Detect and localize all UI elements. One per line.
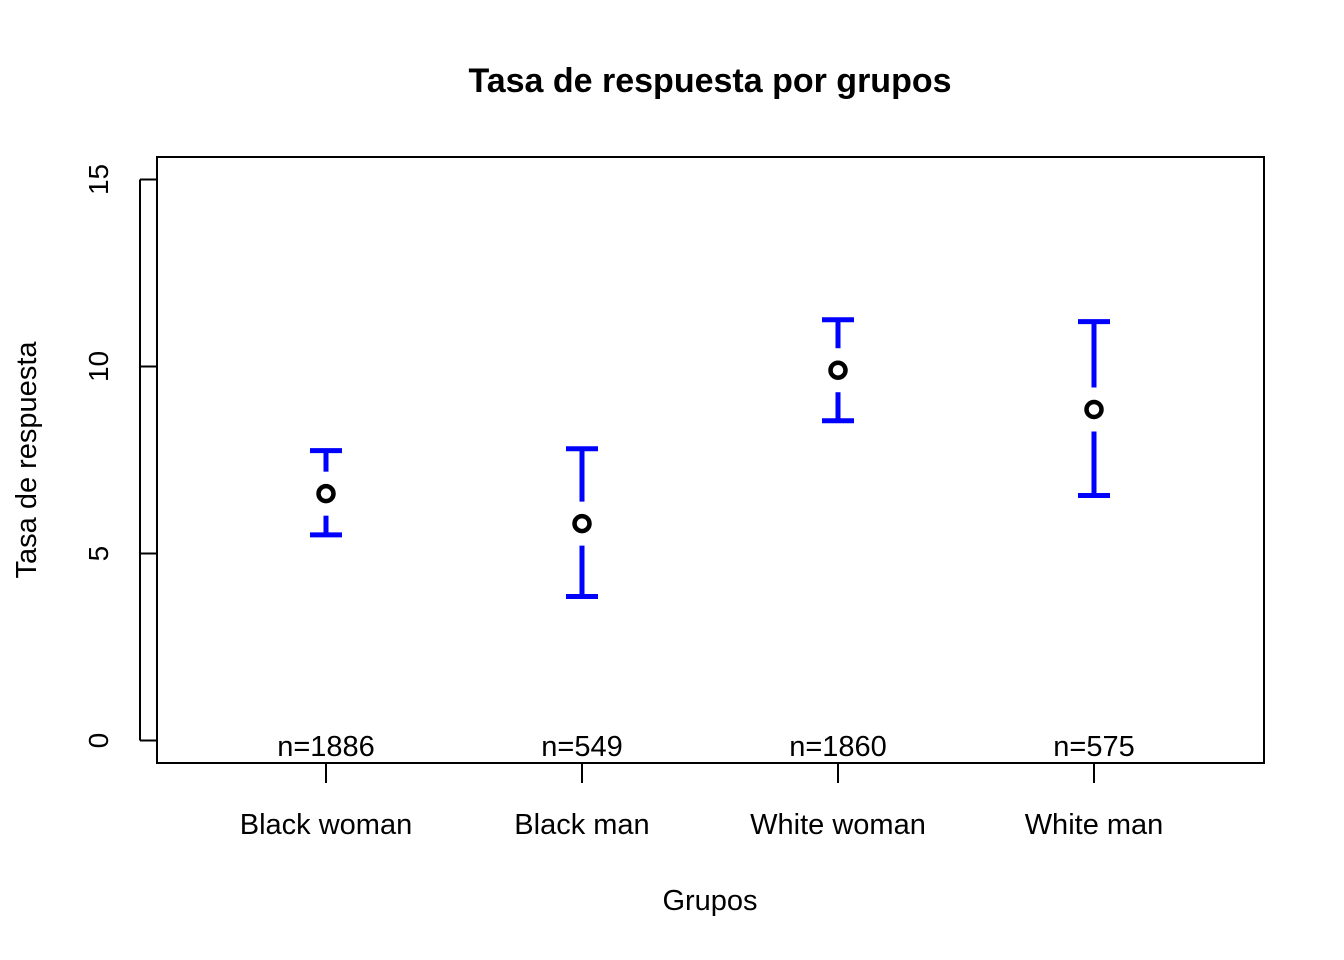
x-axis-label: Grupos bbox=[662, 885, 757, 917]
errorbar-group: n=575 bbox=[1053, 319, 1135, 763]
x-tick-label: White man bbox=[1025, 809, 1164, 841]
x-tick-label: Black man bbox=[514, 809, 649, 841]
y-axis: 0 5 10 15 bbox=[83, 164, 157, 748]
n-label: n=549 bbox=[541, 731, 622, 763]
y-axis-label: Tasa de respuesta bbox=[11, 341, 43, 579]
y-tick-label: 15 bbox=[83, 164, 114, 195]
errorbar-group: n=1886 bbox=[277, 448, 375, 763]
n-label: n=575 bbox=[1053, 731, 1134, 763]
x-tick-label: Black woman bbox=[240, 809, 412, 841]
chart-title: Tasa de respuesta por grupos bbox=[468, 62, 951, 100]
errorbar-group: n=1860 bbox=[789, 317, 887, 763]
x-tick-label: White woman bbox=[750, 809, 926, 841]
y-tick-label: 5 bbox=[83, 546, 114, 562]
data-point bbox=[316, 483, 336, 504]
plot-frame bbox=[156, 156, 1265, 764]
chart-marks: n=1886 n=549 n=1860 n=575 bbox=[277, 317, 1135, 763]
y-tick-label: 0 bbox=[83, 733, 114, 749]
data-point bbox=[572, 513, 592, 534]
n-label: n=1860 bbox=[789, 731, 887, 763]
data-point bbox=[828, 360, 848, 380]
errorbar-group: n=549 bbox=[541, 446, 623, 763]
x-axis: Black woman Black man White woman White man bbox=[240, 762, 1164, 841]
data-point bbox=[1084, 399, 1104, 420]
y-tick-label: 10 bbox=[83, 351, 114, 382]
n-label: n=1886 bbox=[277, 731, 375, 763]
